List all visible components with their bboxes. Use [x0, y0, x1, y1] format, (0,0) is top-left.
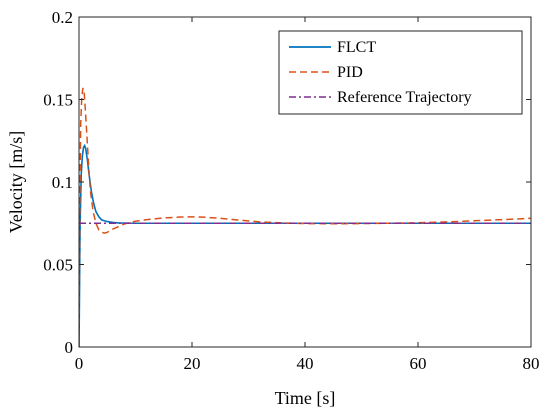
x-tick-label: 80	[523, 354, 540, 373]
y-tick-label: 0.05	[43, 256, 73, 275]
legend: FLCT PID Reference Trajectory	[278, 30, 523, 115]
legend-box	[278, 30, 523, 115]
x-tick-label: 60	[410, 354, 427, 373]
x-tick-label: 40	[297, 354, 314, 373]
legend-label: FLCT	[337, 39, 376, 56]
series-line-pid	[79, 87, 531, 347]
y-axis-label: Velocity [m/s]	[6, 131, 26, 233]
y-tick-label: 0.1	[52, 173, 73, 192]
legend-label: Reference Trajectory	[337, 89, 472, 106]
y-tick-label: 0.2	[52, 8, 73, 27]
y-tick-label: 0	[65, 338, 74, 357]
x-axis-label: Time [s]	[275, 388, 336, 408]
x-tick-label: 0	[75, 354, 84, 373]
plot-area	[79, 87, 531, 347]
series-line-flct	[79, 143, 531, 347]
axes: 0 20 40 60 80 0 0.05 0.1 0.15 0.2	[43, 8, 539, 373]
y-tick-label: 0.15	[43, 91, 73, 110]
x-tick-label: 20	[184, 354, 201, 373]
legend-label: PID	[337, 64, 363, 81]
